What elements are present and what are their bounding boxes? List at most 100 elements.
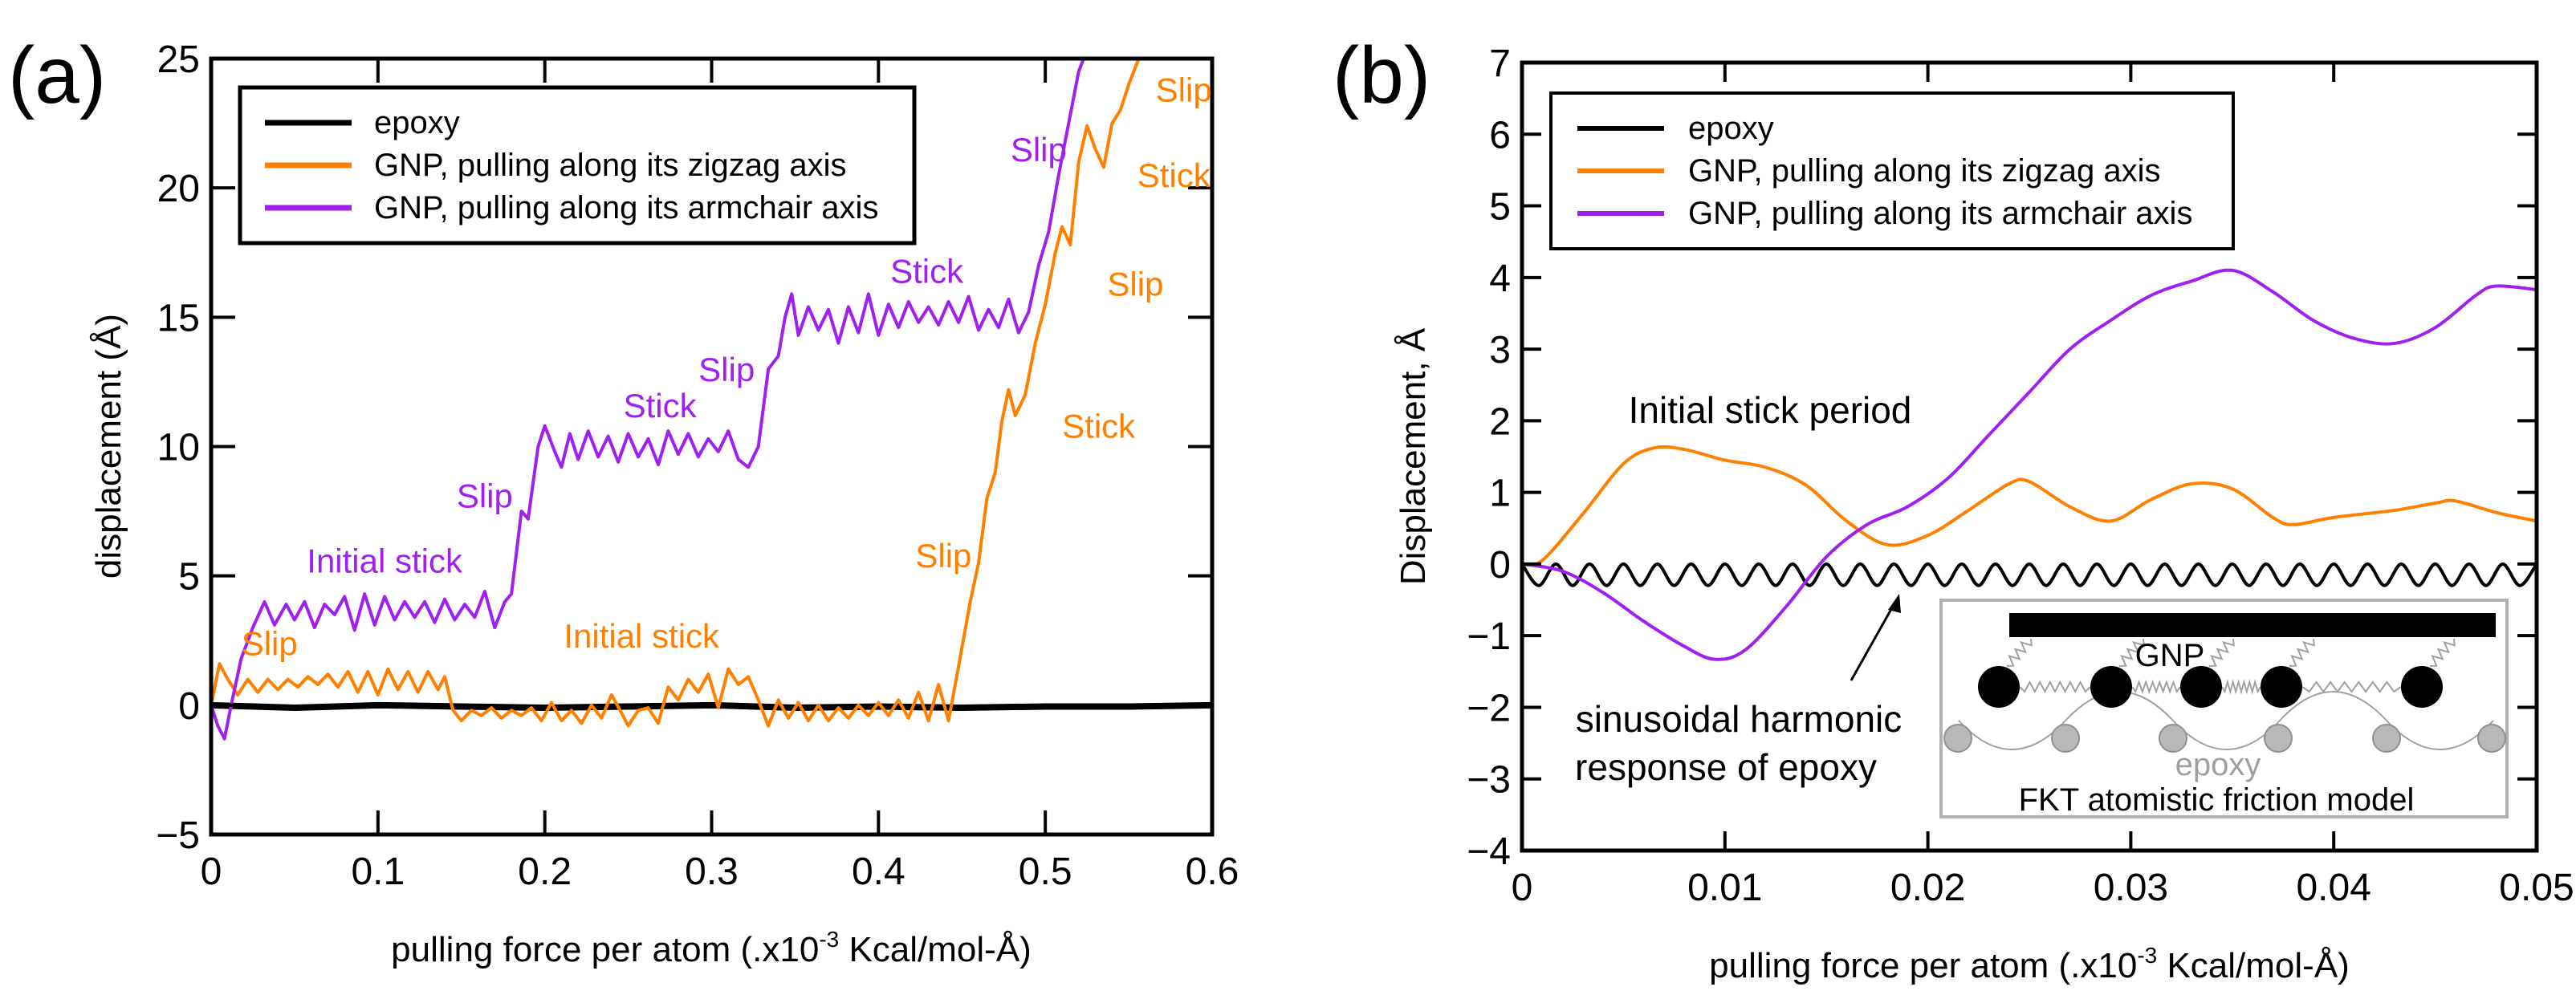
y-tick-label: 15 xyxy=(157,297,200,339)
inset-caption: FKT atomistic friction model xyxy=(2019,782,2415,818)
legend-label-epoxy: epoxy xyxy=(1688,111,1774,146)
panel-a-label: (a) xyxy=(8,30,106,120)
annotation-zigzag-slip: Slip xyxy=(242,624,298,662)
y-tick-label: 0 xyxy=(178,685,200,728)
annotation-initial-stick-period: Initial stick period xyxy=(1629,389,1912,431)
legend-label-zigzag: GNP, pulling along its zigzag axis xyxy=(1688,153,2160,189)
series-line-armchair xyxy=(1522,268,2537,661)
x-axis-title-unit: Kcal/mol-Å) xyxy=(839,930,1032,969)
arrow-head-icon xyxy=(1888,594,1901,613)
gnp-atom-icon xyxy=(2180,666,2222,708)
x-axis-title-main: pulling force per atom (.x10 xyxy=(1709,946,2137,985)
x-tick-label: 0.05 xyxy=(2499,867,2574,909)
panel-b-annotations: Initial stick period sinusoidal harmonic… xyxy=(1575,389,1911,788)
y-tick-label: 25 xyxy=(157,39,200,81)
panel-a-x-axis-title: pulling force per atom (.x10-3 Kcal/mol-… xyxy=(391,927,1032,969)
y-tick-label: −3 xyxy=(1467,759,1511,802)
annotation-zigzag-initial-stick: Initial stick xyxy=(564,617,720,655)
series-group xyxy=(211,59,1212,741)
annotation-zigzag-slip: Slip xyxy=(915,537,971,575)
y-tick-label: −5 xyxy=(156,814,200,857)
panel-b-legend: epoxy GNP, pulling along its zigzag axis… xyxy=(1549,91,2235,250)
x-axis-title-unit: Kcal/mol-Å) xyxy=(2157,946,2350,985)
y-tick-label: 5 xyxy=(1489,186,1511,229)
y-tick-label: 7 xyxy=(1489,43,1511,85)
legend-box xyxy=(1549,91,2235,250)
series-line-epoxy xyxy=(1522,562,2537,587)
inset-epoxy-label: epoxy xyxy=(2175,747,2261,782)
panel-a-legend: epoxy GNP, pulling along its zigzag axis… xyxy=(238,85,917,246)
spring-icon xyxy=(2118,638,2145,667)
x-tick-label: 0.2 xyxy=(518,851,572,893)
spring-icon xyxy=(2429,638,2456,667)
x-tick-label: 0.4 xyxy=(852,851,905,893)
series-line-zigzag xyxy=(211,59,1141,728)
y-tick-label: 20 xyxy=(157,168,200,210)
spring-icon xyxy=(2289,638,2315,667)
spring-icon xyxy=(2006,638,2033,667)
y-tick-label: 3 xyxy=(1489,329,1511,372)
annotation-armchair-stick: Stick xyxy=(890,252,964,290)
epoxy-atom-icon xyxy=(2159,724,2187,753)
x-tick-label: 0.6 xyxy=(1186,851,1239,893)
legend-label-epoxy: epoxy xyxy=(374,105,460,140)
legend-label-zigzag: GNP, pulling along its zigzag axis xyxy=(374,148,846,183)
y-tick-label: −2 xyxy=(1467,687,1511,729)
y-tick-label: 1 xyxy=(1489,473,1511,515)
y-tick-label: −1 xyxy=(1467,615,1511,658)
atom-balls xyxy=(1943,666,2506,753)
panel-b-y-axis-title: Displacement, Å xyxy=(1394,327,1433,585)
panel-b-plot-area: 0 0.01 0.02 0.03 0.04 0.05 −4 −3 −2 −1 0 1 2 3 4 5 6 7 xyxy=(1467,43,2574,909)
y-tick-label: 6 xyxy=(1489,114,1511,156)
y-tick-label: 10 xyxy=(157,427,200,469)
y-tick-label: 2 xyxy=(1489,400,1511,443)
panel-b: (b) Displacement, Å pulling force per at… xyxy=(1333,30,2574,985)
annotation-sinusoidal-harmonic: sinusoidal harmonic xyxy=(1576,698,1902,740)
annotation-zigzag-stick: Stick xyxy=(1137,156,1211,194)
y-tick-label: −4 xyxy=(1467,831,1511,873)
x-tick-label: 0.1 xyxy=(351,851,405,893)
spring-icon xyxy=(2301,680,2402,693)
legend-label-armchair: GNP, pulling along its armchair axis xyxy=(1688,196,2192,231)
fkt-model-inset: GNP epoxy FKT atomistic friction model xyxy=(1939,599,2509,818)
gnp-atom-icon xyxy=(1978,666,2020,708)
panel-a-plot-area: 0 0.1 0.2 0.3 0.4 0.5 0.6−50510152025SlipStick… xyxy=(156,39,1239,893)
x-tick-label: 0 xyxy=(1512,867,1533,909)
annotation-zigzag-stick: Stick xyxy=(1062,408,1136,445)
panel-a: (a) displacement (Å) pulling force per a… xyxy=(8,30,1239,969)
series-group xyxy=(1522,268,2537,661)
panel-b-label: (b) xyxy=(1333,30,1430,120)
annotation-armchair-slip: Slip xyxy=(457,477,513,515)
x-axis-title-exponent: -3 xyxy=(819,927,839,952)
annotation-armchair-stick: Stick xyxy=(624,387,698,424)
gnp-bar xyxy=(2009,613,2496,637)
series-line-zigzag xyxy=(1522,445,2537,567)
gnp-atom-icon xyxy=(2261,666,2302,708)
annotation-arrow-line xyxy=(1850,603,1896,681)
x-axis-title-main: pulling force per atom (.x10 xyxy=(391,930,819,969)
epoxy-atom-icon xyxy=(2051,724,2080,753)
x-tick-label: 0.5 xyxy=(1019,851,1072,893)
panel-b-x-axis-title: pulling force per atom (.x10-3 Kcal/mol-… xyxy=(1709,943,2350,985)
inset-gnp-label: GNP xyxy=(2135,638,2205,673)
epoxy-atom-icon xyxy=(1943,724,1972,753)
x-tick-label: 0.02 xyxy=(1890,867,1965,909)
epoxy-atom-icon xyxy=(2264,724,2293,753)
series-line-armchair xyxy=(211,59,1085,741)
y-tick-label: 5 xyxy=(178,556,200,599)
epoxy-atom-icon xyxy=(2372,724,2401,753)
spring-icon xyxy=(2131,680,2181,694)
spring-icon xyxy=(2221,679,2261,695)
x-tick-label: 0.04 xyxy=(2296,867,2370,909)
x-tick-label: 0.03 xyxy=(2094,867,2168,909)
gnp-atom-icon xyxy=(2090,666,2132,708)
series-line-epoxy xyxy=(211,701,1212,712)
gnp-atom-icon xyxy=(2401,666,2443,708)
annotation-zigzag-slip: Slip xyxy=(1156,71,1212,109)
x-tick-label: 0 xyxy=(201,851,222,893)
plot-frame xyxy=(1520,60,2539,853)
spring-icon xyxy=(2019,680,2091,694)
y-tick-label: 0 xyxy=(1489,544,1511,587)
legend-box xyxy=(238,85,917,246)
annotation-response-of-epoxy: response of epoxy xyxy=(1575,746,1877,788)
